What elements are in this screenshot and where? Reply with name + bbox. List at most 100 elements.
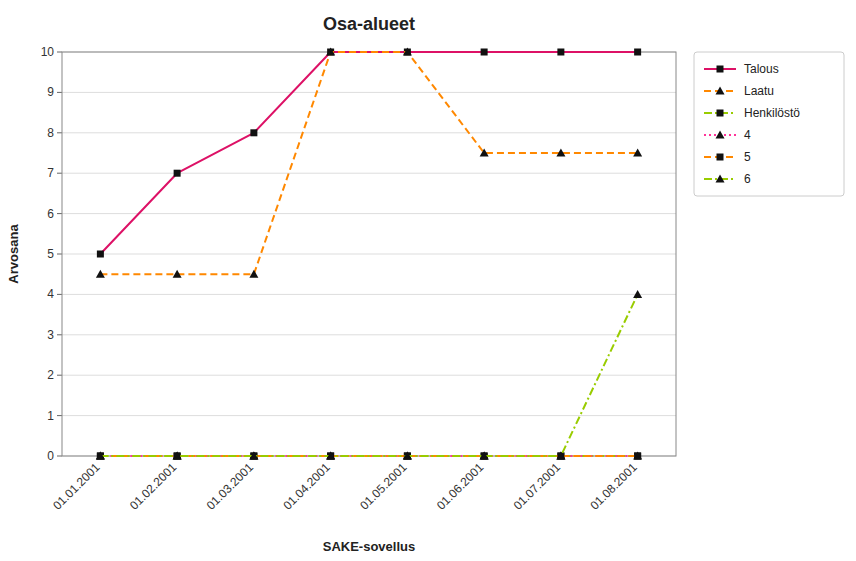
plot-frame: [62, 52, 676, 456]
marker: [403, 48, 412, 56]
marker: [556, 452, 565, 460]
legend: Talous Laatu Henkilöstö 4 5 6: [694, 52, 844, 196]
tick-label: 10: [41, 45, 55, 59]
marker: [173, 270, 182, 278]
series: [96, 290, 642, 460]
tick-mark: [57, 334, 62, 335]
marker: [481, 453, 488, 460]
tick-label: 01.01.2001: [50, 460, 103, 513]
marker: [404, 49, 411, 56]
marker: [403, 452, 412, 460]
tick-mark: [57, 132, 62, 133]
marker: [327, 49, 334, 56]
marker: [250, 453, 257, 460]
line: [100, 294, 637, 456]
tick-label: 2: [47, 368, 54, 382]
grid-line: [62, 213, 676, 214]
marker: [634, 453, 641, 460]
x-axis: 01.01.2001 01.02.2001 01.03.2001 01.04.2001…: [50, 460, 640, 513]
marker: [250, 129, 257, 136]
tick-label: 01.04.2001: [280, 460, 333, 513]
legend-marker: [716, 131, 725, 139]
marker: [96, 452, 105, 460]
grid-line: [62, 415, 676, 416]
tick-mark: [57, 456, 62, 457]
tick-label: 7: [47, 166, 54, 180]
marker: [404, 453, 411, 460]
marker: [634, 453, 641, 460]
marker: [633, 452, 642, 460]
marker: [96, 270, 105, 278]
marker: [480, 149, 489, 157]
marker: [556, 452, 565, 460]
marker: [481, 453, 488, 460]
legend-box: [694, 52, 844, 196]
tick-label: 01.07.2001: [511, 460, 564, 513]
marker: [557, 453, 564, 460]
marker: [633, 149, 642, 157]
tick-label: 0: [47, 449, 54, 463]
tick-label: 4: [47, 287, 54, 301]
series: [97, 49, 641, 258]
grid-line: [62, 254, 676, 255]
x-axis-label: SAKE-sovellus: [323, 539, 415, 554]
marker: [326, 452, 335, 460]
marker: [249, 270, 258, 278]
legend-label: 4: [744, 128, 751, 142]
tick-mark: [57, 213, 62, 214]
legend-marker: [716, 87, 725, 95]
tick-label: 01.03.2001: [204, 460, 257, 513]
y-axis: 0 1 2 3 4 5 6 7 8 9 10: [41, 45, 676, 463]
tick-mark: [57, 173, 62, 174]
tick-label: 6: [47, 207, 54, 221]
marker: [633, 290, 642, 298]
marker: [556, 149, 565, 157]
legend-marker: [717, 154, 724, 161]
tick-label: 01.08.2001: [587, 460, 640, 513]
tick-label: 1: [47, 409, 54, 423]
marker: [327, 453, 334, 460]
tick-label: 9: [47, 85, 54, 99]
marker: [97, 453, 104, 460]
legend-label: Henkilöstö: [744, 106, 800, 120]
tick-mark: [57, 294, 62, 295]
series: [96, 48, 642, 278]
tick-mark: [57, 254, 62, 255]
chart: Osa-alueet01234567891001.01.200101.02.20…: [0, 0, 856, 561]
marker: [174, 453, 181, 460]
tick-mark: [57, 52, 62, 53]
plot-area: [96, 48, 642, 460]
marker: [327, 453, 334, 460]
line: [100, 52, 637, 274]
grid-line: [62, 173, 676, 174]
marker: [250, 453, 257, 460]
marker: [557, 49, 564, 56]
legend-marker: [717, 110, 724, 117]
legend-label: 6: [744, 172, 751, 186]
grid-line: [62, 92, 676, 93]
tick-label: 01.02.2001: [127, 460, 180, 513]
legend-label: 5: [744, 150, 751, 164]
grid-line: [62, 375, 676, 376]
legend-label: Talous: [744, 62, 779, 76]
grid-line: [62, 294, 676, 295]
grid-line: [62, 132, 676, 133]
marker: [557, 453, 564, 460]
tick-mark: [57, 415, 62, 416]
tick-label: 3: [47, 328, 54, 342]
marker: [174, 170, 181, 177]
marker: [326, 48, 335, 56]
marker: [404, 453, 411, 460]
marker: [97, 251, 104, 258]
marker: [97, 453, 104, 460]
grid-line: [62, 334, 676, 335]
marker: [249, 452, 258, 460]
marker: [173, 452, 182, 460]
tick-mark: [57, 92, 62, 93]
legend-label: Laatu: [744, 84, 774, 98]
tick-label: 8: [47, 126, 54, 140]
marker: [174, 453, 181, 460]
tick-label: 5: [47, 247, 54, 261]
legend-marker: [716, 175, 725, 183]
y-axis-label: Arvosana: [6, 224, 21, 284]
